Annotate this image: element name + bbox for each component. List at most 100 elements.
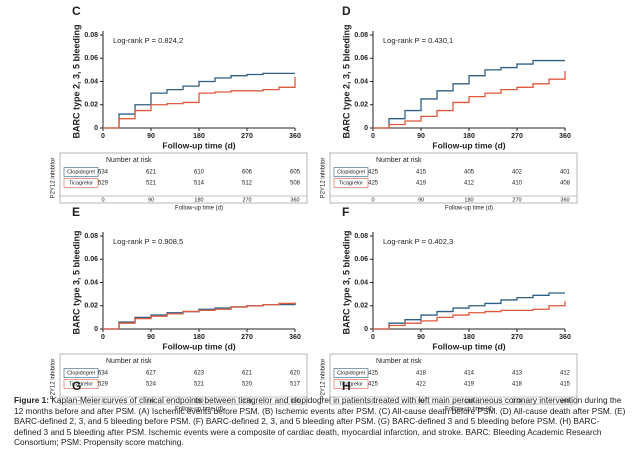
risk-x-tick-label: 360 bbox=[560, 197, 569, 203]
panel-letter: F bbox=[342, 205, 349, 219]
risk-count: 408 bbox=[560, 181, 571, 187]
risk-count: 415 bbox=[560, 382, 571, 388]
y-tick-label: 0.04 bbox=[84, 78, 98, 85]
risk-x-tick-label: 360 bbox=[290, 197, 299, 203]
risk-x-tick-label: 270 bbox=[512, 398, 521, 404]
risk-count: 521 bbox=[194, 382, 205, 388]
y-axis-label: BARC type 2, 3, 5 bleeding bbox=[341, 24, 351, 138]
risk-x-tick-label: 180 bbox=[194, 398, 203, 404]
risk-group-name: Clopidogrel bbox=[337, 370, 365, 376]
panel-letter: D bbox=[342, 4, 351, 18]
y-axis-label: BARC type 3, 5 bleeding bbox=[71, 230, 81, 334]
risk-legend-box bbox=[63, 178, 99, 188]
risk-x-tick-label: 0 bbox=[371, 197, 374, 203]
risk-group-name: Clopidogrel bbox=[67, 169, 95, 175]
risk-count: 425 bbox=[368, 181, 379, 187]
y-tick-label: 0.02 bbox=[354, 303, 368, 310]
risk-legend-box bbox=[63, 167, 99, 177]
risk-side-label: P2Y12 inhibitor bbox=[51, 158, 57, 199]
y-tick-label: 0.08 bbox=[354, 233, 368, 240]
risk-count: 529 bbox=[98, 181, 109, 187]
risk-count: 623 bbox=[194, 371, 205, 377]
y-tick-label: 0.06 bbox=[354, 256, 368, 263]
x-tick-label: 180 bbox=[193, 334, 205, 341]
risk-count: 418 bbox=[416, 371, 427, 377]
risk-legend-box bbox=[333, 178, 369, 188]
risk-count: 606 bbox=[242, 170, 253, 176]
risk-count: 422 bbox=[416, 382, 427, 388]
y-tick-label: 0.08 bbox=[354, 32, 368, 39]
risk-count: 508 bbox=[290, 181, 301, 187]
km-curve bbox=[373, 292, 565, 330]
risk-count: 425 bbox=[368, 170, 379, 176]
risk-count: 514 bbox=[194, 181, 205, 187]
x-tick-label: 0 bbox=[371, 133, 375, 140]
risk-count: 401 bbox=[560, 170, 571, 176]
risk-count: 521 bbox=[146, 181, 157, 187]
risk-count: 414 bbox=[464, 371, 475, 377]
x-axis-label: Follow-up time (d) bbox=[432, 140, 505, 150]
y-tick-label: 0.08 bbox=[84, 32, 98, 39]
risk-x-tick-label: 90 bbox=[418, 197, 424, 203]
y-tick-label: 0.04 bbox=[354, 78, 368, 85]
x-axis-label: Follow-up time (d) bbox=[162, 341, 235, 351]
x-tick-label: 270 bbox=[241, 334, 253, 341]
x-tick-label: 360 bbox=[289, 133, 301, 140]
risk-count: 627 bbox=[146, 371, 157, 377]
x-tick-label: 90 bbox=[417, 133, 425, 140]
x-tick-label: 90 bbox=[147, 133, 155, 140]
x-tick-label: 360 bbox=[559, 334, 571, 341]
risk-count: 524 bbox=[146, 382, 157, 388]
x-tick-label: 270 bbox=[511, 133, 523, 140]
y-tick-label: 0.06 bbox=[354, 55, 368, 62]
x-tick-label: 360 bbox=[559, 133, 571, 140]
risk-x-tick-label: 180 bbox=[194, 197, 203, 203]
km-curve bbox=[373, 71, 566, 129]
y-axis-label: BARC type 3, 5 bleeding bbox=[341, 230, 351, 334]
risk-count: 415 bbox=[416, 170, 427, 176]
risk-count: 610 bbox=[194, 170, 205, 176]
km-curve bbox=[103, 76, 296, 129]
x-tick-label: 180 bbox=[463, 133, 475, 140]
risk-count: 621 bbox=[242, 371, 253, 377]
x-tick-label: 270 bbox=[511, 334, 523, 341]
risk-table-box bbox=[59, 152, 308, 204]
y-tick-label: 0.08 bbox=[84, 233, 98, 240]
risk-count: 634 bbox=[98, 371, 109, 377]
risk-x-tick-label: 0 bbox=[101, 197, 104, 203]
x-tick-label: 180 bbox=[193, 133, 205, 140]
panel-letter: E bbox=[72, 205, 80, 219]
caption-label: Figure 1: bbox=[14, 395, 50, 405]
risk-count: 405 bbox=[464, 170, 475, 176]
risk-count: 520 bbox=[242, 382, 253, 388]
x-axis-label: Follow-up time (d) bbox=[432, 341, 505, 351]
panel-letter: C bbox=[72, 4, 81, 18]
y-tick-label: 0.06 bbox=[84, 55, 98, 62]
x-tick-label: 0 bbox=[101, 334, 105, 341]
risk-title: Number at risk bbox=[106, 157, 152, 164]
risk-group-name: Ticagrelor bbox=[69, 180, 93, 186]
x-tick-label: 360 bbox=[289, 334, 301, 341]
annotation: Log-rank P = 0.430,1 bbox=[383, 36, 453, 45]
risk-x-tick-label: 90 bbox=[148, 398, 154, 404]
risk-legend-box bbox=[333, 368, 369, 378]
y-axis-label: BARC type 2, 3, 5 bleeding bbox=[71, 24, 81, 138]
risk-group-name: Clopidogrel bbox=[67, 370, 95, 376]
risk-count: 621 bbox=[146, 170, 157, 176]
km-curve bbox=[103, 302, 296, 330]
risk-x-label: Follow-up time (d) bbox=[175, 206, 223, 212]
x-tick-label: 0 bbox=[101, 133, 105, 140]
risk-group-name: Ticagrelor bbox=[339, 381, 363, 387]
risk-x-tick-label: 270 bbox=[512, 197, 521, 203]
y-tick-label: 0.06 bbox=[84, 256, 98, 263]
x-axis-label: Follow-up time (d) bbox=[162, 140, 235, 150]
y-tick-label: 0.02 bbox=[84, 303, 98, 310]
risk-count: 412 bbox=[560, 371, 571, 377]
risk-legend-box bbox=[63, 379, 99, 389]
risk-count: 620 bbox=[290, 371, 301, 377]
risk-side-label: P2Y12 inhibitor bbox=[51, 359, 57, 400]
annotation: Log-rank P = 0.908,5 bbox=[113, 237, 183, 246]
risk-x-tick-label: 0 bbox=[101, 398, 104, 404]
